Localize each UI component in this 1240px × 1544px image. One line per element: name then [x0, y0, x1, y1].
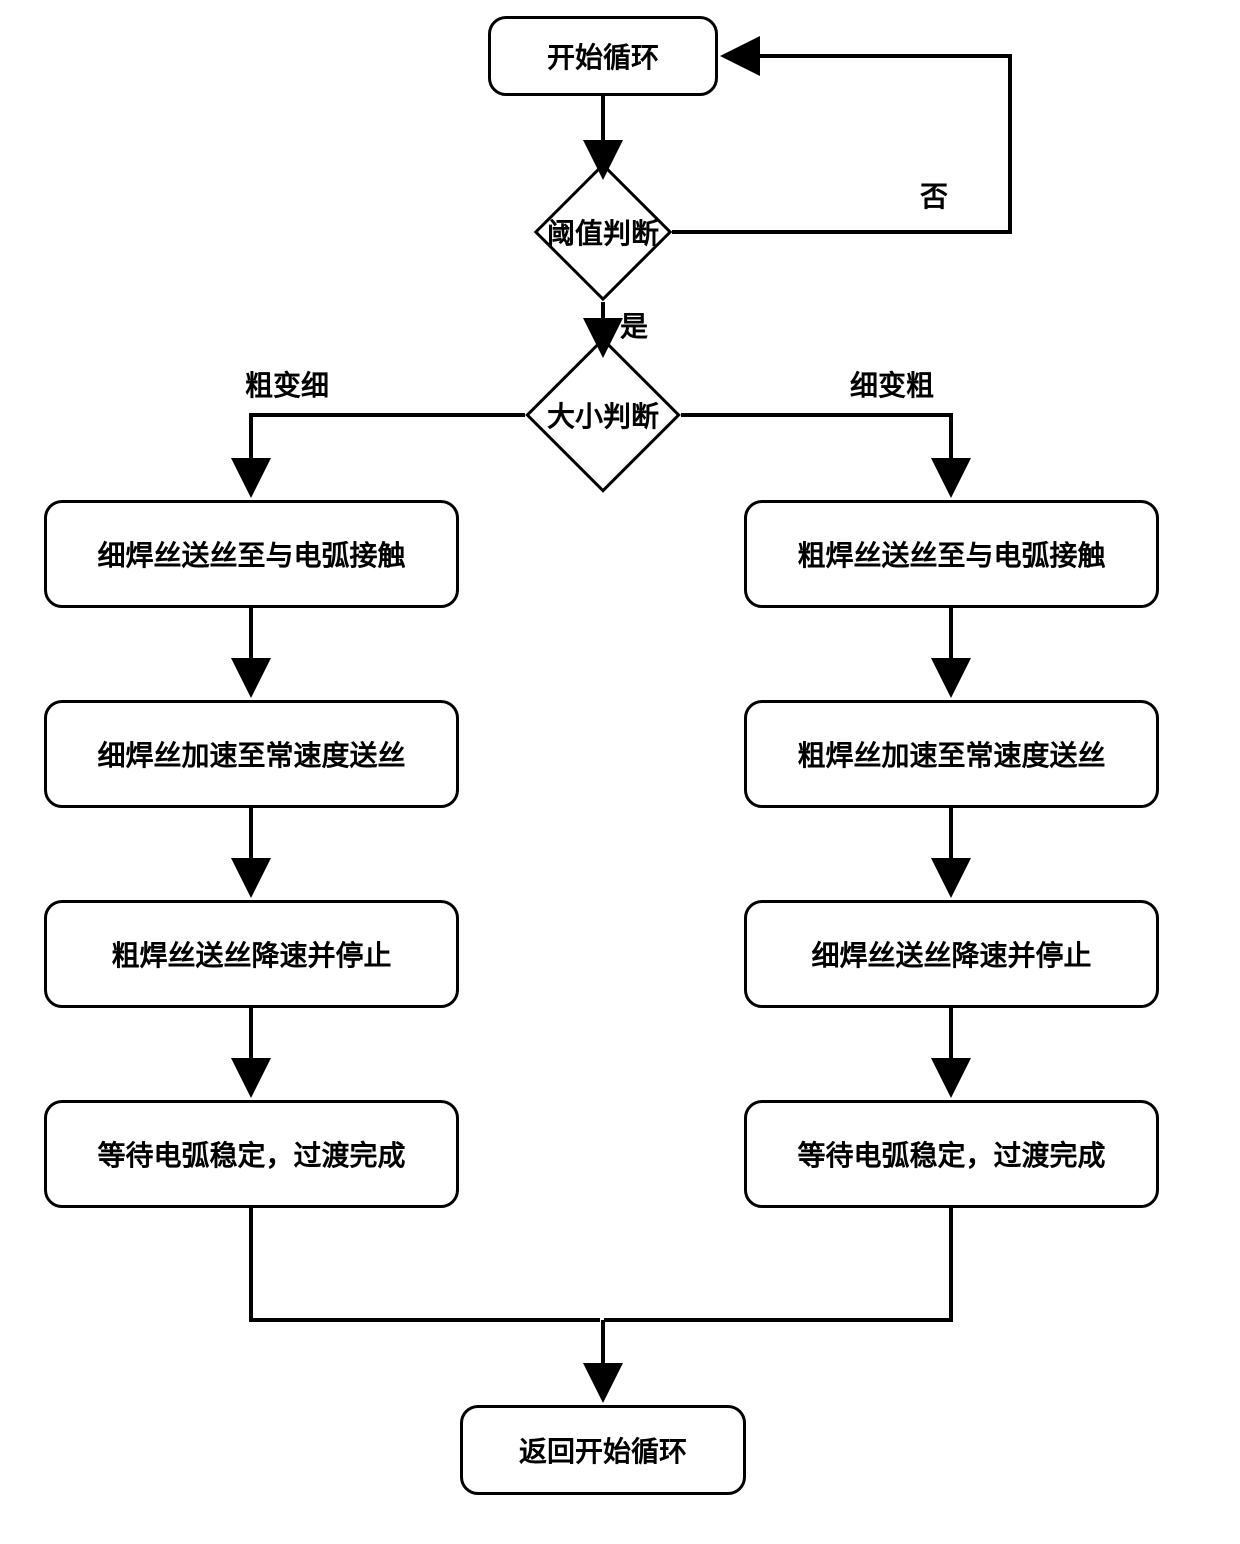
right-step-2-label: 粗焊丝加速至常速度送丝 [797, 734, 1105, 774]
flowchart-container: 开始循环 阈值判断 大小判断 细焊丝送丝至与电弧接触 细焊丝加速至常速度送丝 粗… [0, 0, 1240, 1544]
decision2: 大小判断 [525, 337, 681, 493]
left-step-1: 细焊丝送丝至与电弧接触 [44, 500, 459, 608]
decision2-label: 大小判断 [547, 395, 659, 435]
right-step-1-label: 粗焊丝送丝至与电弧接触 [797, 534, 1105, 574]
label-left-branch: 粗变细 [245, 364, 329, 404]
label-no: 否 [920, 175, 948, 215]
end-box: 返回开始循环 [460, 1405, 746, 1495]
right-step-2: 粗焊丝加速至常速度送丝 [744, 700, 1159, 808]
left-step-4-label: 等待电弧稳定，过渡完成 [97, 1134, 405, 1174]
right-step-1: 粗焊丝送丝至与电弧接触 [744, 500, 1159, 608]
right-step-3-label: 细焊丝送丝降速并停止 [811, 934, 1091, 974]
decision1-label: 阈值判断 [547, 212, 659, 252]
end-label: 返回开始循环 [519, 1430, 687, 1470]
label-yes: 是 [620, 305, 648, 345]
left-step-4: 等待电弧稳定，过渡完成 [44, 1100, 459, 1208]
left-step-3-label: 粗焊丝送丝降速并停止 [111, 934, 391, 974]
left-step-3: 粗焊丝送丝降速并停止 [44, 900, 459, 1008]
right-step-4-label: 等待电弧稳定，过渡完成 [797, 1134, 1105, 1174]
left-step-2-label: 细焊丝加速至常速度送丝 [97, 734, 405, 774]
left-step-2: 细焊丝加速至常速度送丝 [44, 700, 459, 808]
right-step-4: 等待电弧稳定，过渡完成 [744, 1100, 1159, 1208]
left-step-1-label: 细焊丝送丝至与电弧接触 [97, 534, 405, 574]
decision1: 阈值判断 [533, 162, 673, 302]
start-box: 开始循环 [488, 16, 718, 96]
right-step-3: 细焊丝送丝降速并停止 [744, 900, 1159, 1008]
label-right-branch: 细变粗 [850, 364, 934, 404]
start-label: 开始循环 [547, 36, 659, 76]
